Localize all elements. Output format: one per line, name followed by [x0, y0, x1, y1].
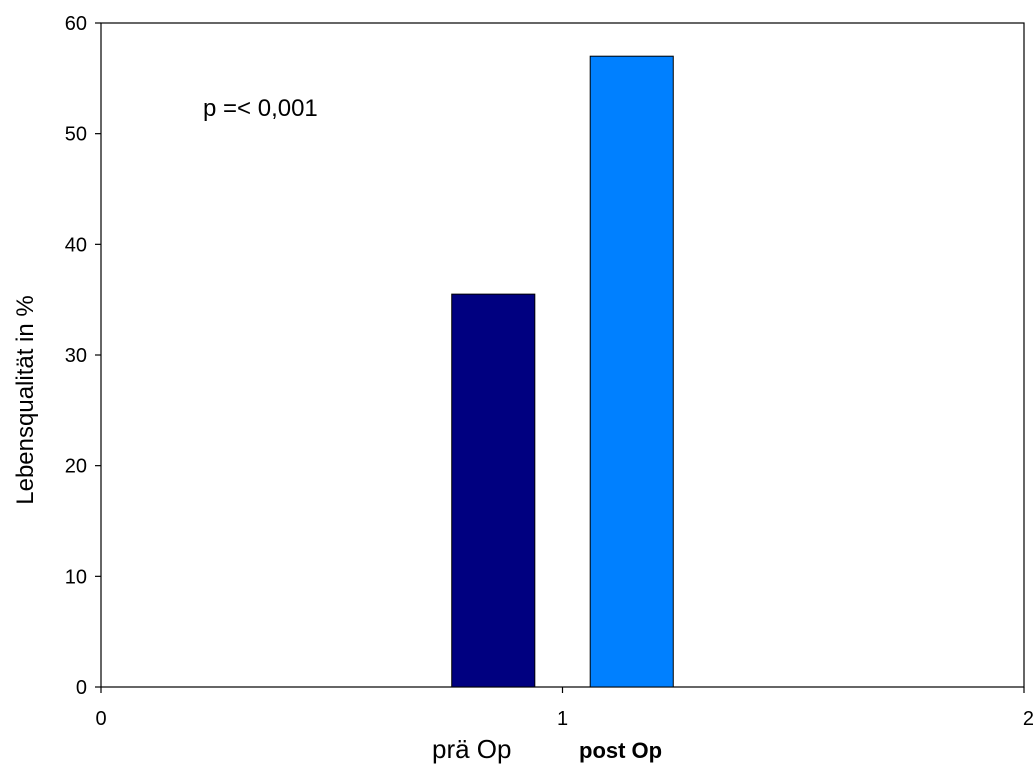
y-tick-label: 30: [65, 345, 87, 367]
y-axis: 0 10 20 30 40 50 60: [65, 13, 101, 699]
x-tick-label: 1: [557, 708, 568, 730]
y-tick-label: 10: [65, 566, 87, 588]
x-tick-label: 0: [95, 708, 106, 730]
y-tick-label: 0: [76, 677, 87, 699]
x-tick-label: 2: [1023, 708, 1034, 730]
bar-post-op: [589, 55, 674, 688]
bar-pre-op: [451, 293, 536, 688]
p-value-annotation: p =< 0,001: [203, 95, 318, 122]
y-tick-label: 20: [65, 456, 87, 478]
x-axis: 0 1 2: [95, 687, 1034, 730]
bars: [451, 55, 674, 688]
y-tick-label: 40: [65, 234, 87, 256]
y-axis-label: Lebensqualität in %: [12, 295, 39, 504]
plot-area: [100, 22, 1025, 688]
y-tick-label: 50: [65, 124, 87, 146]
legend-label-post-op: post Op: [579, 738, 662, 763]
legend-label-pre-op: prä Op: [432, 734, 512, 764]
y-tick-label: 60: [65, 13, 87, 35]
